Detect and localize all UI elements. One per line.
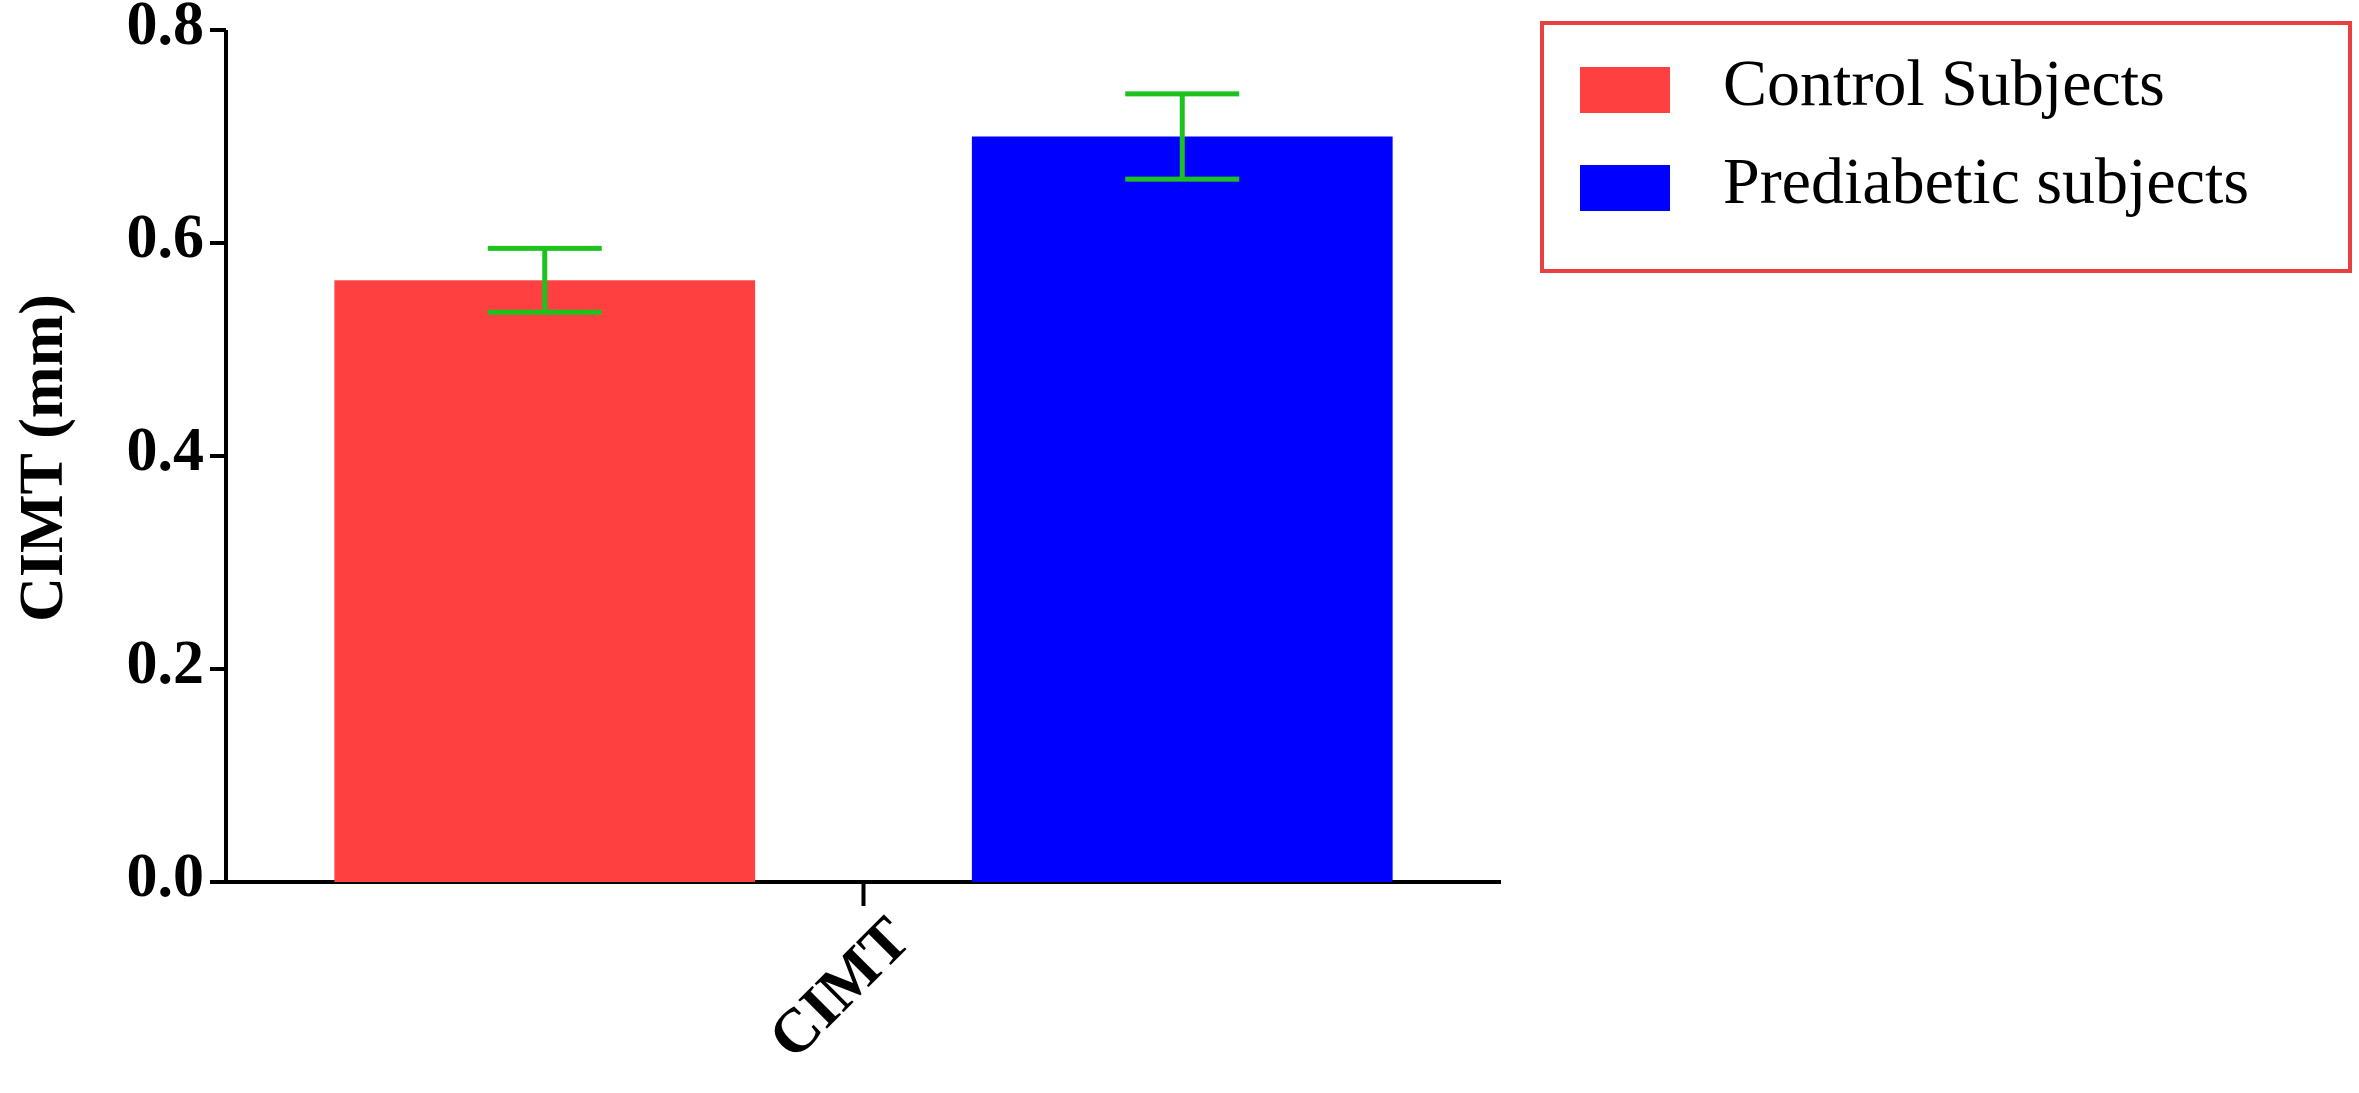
- legend-box: [1540, 21, 2352, 273]
- y-tick-label: 0.2: [127, 629, 205, 697]
- y-tick-label: 0.8: [127, 0, 205, 58]
- x-tick-label: CIMT: [756, 904, 923, 1071]
- legend-swatch: [1580, 165, 1670, 211]
- legend-swatch: [1580, 67, 1670, 113]
- legend-label: Control Subjects: [1723, 47, 2165, 120]
- y-axis-label: CIMT (mm): [8, 294, 76, 622]
- error-bar: [487, 245, 602, 315]
- y-tick-label: 0.0: [127, 842, 205, 910]
- error-bar: [1125, 91, 1240, 182]
- bar: [971, 136, 1393, 882]
- bar: [334, 280, 756, 882]
- legend-label: Prediabetic subjects: [1723, 145, 2249, 218]
- y-tick-label: 0.4: [127, 416, 205, 484]
- y-tick-label: 0.6: [127, 203, 205, 271]
